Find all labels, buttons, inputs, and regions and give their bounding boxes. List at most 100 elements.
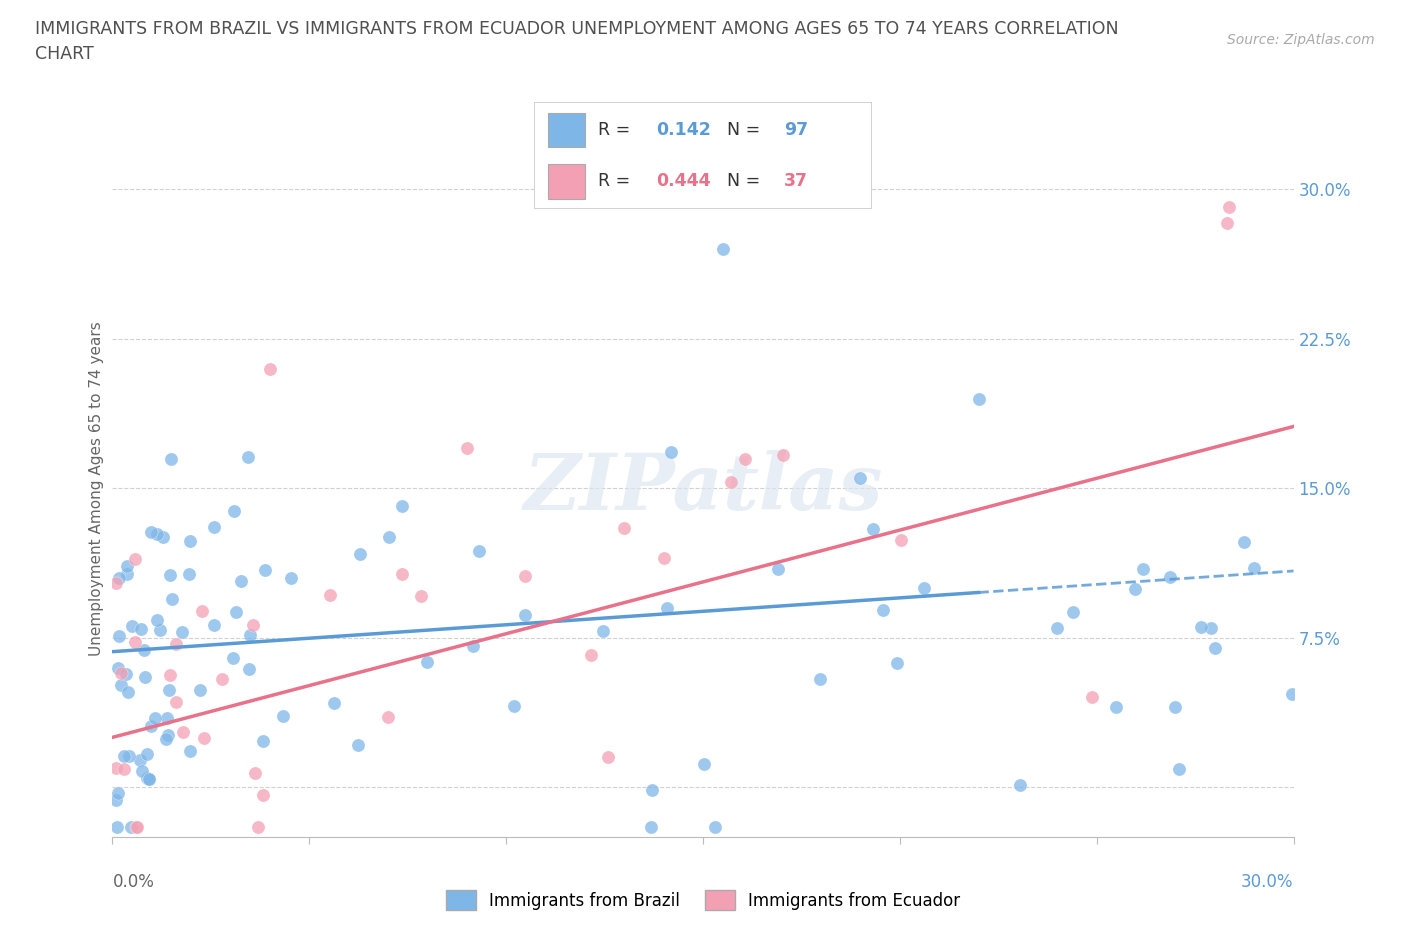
Point: [1218, 200, 1240, 215]
Point: [188, 683, 211, 698]
Point: [128, 752, 150, 767]
Legend: Immigrants from Brazil, Immigrants from Ecuador: Immigrants from Brazil, Immigrants from …: [439, 884, 967, 917]
Point: [503, 699, 526, 714]
Point: [121, 618, 143, 633]
Text: Source: ZipAtlas.com: Source: ZipAtlas.com: [1227, 33, 1375, 46]
Point: [117, 566, 139, 581]
Point: [703, 819, 725, 834]
Point: [138, 771, 160, 786]
Point: [107, 819, 129, 834]
Point: [967, 392, 990, 406]
Point: [118, 749, 141, 764]
Point: [1008, 777, 1031, 792]
Text: CHART: CHART: [35, 45, 94, 62]
Point: [411, 589, 433, 604]
Point: [211, 671, 233, 686]
Point: [120, 819, 142, 834]
Point: [146, 526, 169, 541]
Point: [155, 732, 177, 747]
Point: [271, 709, 294, 724]
Text: 97: 97: [785, 121, 808, 140]
Point: [579, 648, 602, 663]
Point: [772, 447, 794, 462]
Text: 0.0%: 0.0%: [112, 873, 155, 891]
Point: [1167, 762, 1189, 777]
Point: [1123, 581, 1146, 596]
Point: [1132, 562, 1154, 577]
Text: ZIPatlas: ZIPatlas: [523, 450, 883, 526]
Point: [391, 498, 413, 513]
Point: [165, 694, 187, 709]
Point: [135, 747, 157, 762]
Point: [252, 787, 274, 802]
Point: [159, 668, 181, 683]
Point: [657, 601, 679, 616]
Point: [108, 629, 131, 644]
Point: [280, 570, 302, 585]
Point: [513, 568, 536, 583]
Point: [112, 749, 135, 764]
Point: [132, 643, 155, 658]
Point: [149, 623, 172, 638]
Point: [734, 452, 756, 467]
Point: [155, 711, 177, 725]
Point: [225, 604, 247, 619]
Point: [711, 242, 734, 257]
Point: [107, 660, 129, 675]
Point: [252, 734, 274, 749]
Point: [222, 650, 245, 665]
Point: [613, 521, 636, 536]
Text: R =: R =: [599, 172, 636, 191]
Point: [157, 683, 180, 698]
Point: [224, 503, 246, 518]
Point: [1105, 700, 1128, 715]
Point: [1281, 686, 1303, 701]
Point: [720, 475, 742, 490]
Point: [179, 566, 201, 581]
Point: [346, 737, 368, 752]
Point: [1215, 216, 1237, 231]
Point: [243, 766, 266, 781]
Point: [110, 678, 132, 693]
Point: [127, 819, 149, 834]
FancyBboxPatch shape: [548, 165, 585, 199]
Point: [659, 445, 682, 459]
Point: [124, 635, 146, 650]
Point: [112, 762, 135, 777]
Point: [1159, 569, 1181, 584]
Point: [105, 760, 128, 775]
Point: [1062, 604, 1084, 619]
Point: [115, 667, 138, 682]
Point: [592, 624, 614, 639]
Point: [1204, 640, 1226, 655]
Text: 0.142: 0.142: [655, 121, 710, 140]
Point: [766, 561, 789, 576]
Point: [640, 819, 662, 834]
Point: [259, 361, 281, 376]
Point: [912, 581, 935, 596]
Point: [125, 819, 148, 834]
Y-axis label: Unemployment Among Ages 65 to 74 years: Unemployment Among Ages 65 to 74 years: [89, 321, 104, 656]
Point: [229, 574, 252, 589]
Point: [115, 559, 138, 574]
Point: [165, 637, 187, 652]
Point: [808, 671, 831, 686]
Point: [239, 627, 262, 642]
Point: [117, 684, 139, 699]
Point: [468, 543, 491, 558]
Point: [193, 730, 215, 745]
Point: [246, 819, 269, 834]
Point: [641, 783, 664, 798]
FancyBboxPatch shape: [548, 113, 585, 147]
Point: [107, 785, 129, 800]
Point: [179, 534, 201, 549]
Point: [141, 525, 163, 539]
Point: [131, 621, 153, 636]
Text: R =: R =: [599, 121, 636, 140]
Point: [596, 750, 619, 764]
Point: [172, 724, 194, 739]
Point: [157, 727, 180, 742]
Point: [323, 696, 346, 711]
Text: 30.0%: 30.0%: [1241, 873, 1294, 891]
Point: [456, 441, 478, 456]
